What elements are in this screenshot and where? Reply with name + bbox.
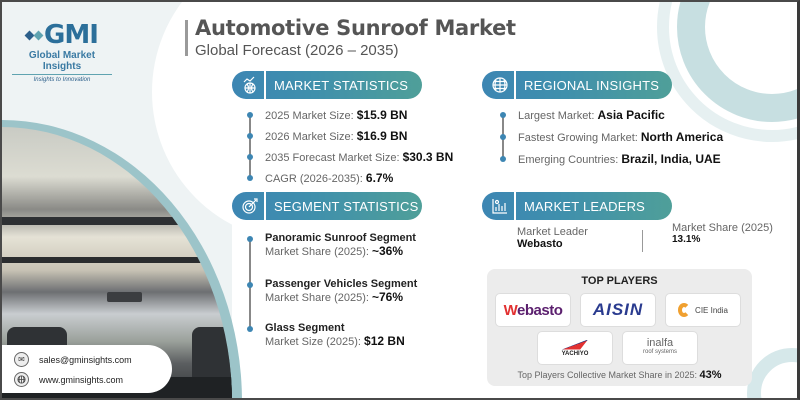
stat-item: CAGR (2026-2035): 6.7%: [247, 171, 453, 192]
market-leaders-header: MARKET LEADERS: [482, 192, 672, 220]
player-logo-webasto: Webasto: [495, 293, 571, 327]
market-share-value: 13.1%: [672, 234, 701, 245]
contact-panel: ✉ sales@gminsights.com www.gminsights.co…: [2, 345, 172, 393]
brand-name: Global Market Insights: [12, 50, 112, 75]
stat-item: 2025 Market Size: $15.9 BN: [247, 108, 453, 129]
player-logo-cie-india: CIE India: [665, 293, 741, 327]
email-icon: ✉: [14, 352, 29, 367]
globe-icon: [486, 71, 516, 99]
segment-item: Glass Segment Market Size (2025): $12 BN: [247, 322, 417, 362]
section-label: MARKET LEADERS: [524, 198, 646, 214]
top-players-title: TOP PLAYERS: [581, 275, 658, 287]
segment-item: Panoramic Sunroof Segment Market Share (…: [247, 232, 417, 278]
logo-text: GMI: [44, 20, 99, 50]
website-link[interactable]: www.gminsights.com: [14, 372, 123, 387]
stat-item: 2026 Market Size: $16.9 BN: [247, 129, 453, 150]
target-chart-icon: [236, 192, 266, 220]
regional-insights-header: REGIONAL INSIGHTS: [482, 71, 672, 99]
segment-statistics-list: Panoramic Sunroof Segment Market Share (…: [247, 232, 417, 362]
email-link[interactable]: ✉ sales@gminsights.com: [14, 352, 132, 367]
region-item: Fastest Growing Market: North America: [500, 130, 723, 152]
player-logo-aisin: AISIN: [580, 293, 656, 327]
player-logo-inalfa: inalfa roof systems: [622, 331, 698, 365]
region-item: Largest Market: Asia Pacific: [500, 108, 723, 130]
yachiyo-logo-icon: [561, 339, 588, 350]
segment-statistics-header: SEGMENT STATISTICS: [232, 192, 422, 220]
market-statistics-header: MARKET STATISTICS: [232, 71, 422, 99]
decorative-ring-bottom: [747, 348, 797, 398]
brand-tagline: Insights to Innovation: [33, 77, 91, 83]
leader-divider: [642, 230, 643, 252]
regional-insights-list: Largest Market: Asia Pacific Fastest Gro…: [500, 108, 723, 174]
market-leader: Market Leader Webasto: [517, 226, 588, 250]
globe-icon: [14, 372, 29, 387]
market-statistics-list: 2025 Market Size: $15.9 BN 2026 Market S…: [247, 108, 453, 192]
player-logo-yachiyo: YACHIYO: [537, 331, 613, 365]
collective-share: Top Players Collective Market Share in 2…: [517, 369, 722, 381]
bar-chart-icon: [486, 192, 516, 220]
market-share: Market Share (2025) 13.1%: [672, 222, 773, 245]
cie-logo-icon: [678, 303, 691, 317]
top-players-panel: TOP PLAYERS Webasto AISIN CIE India YACH…: [487, 269, 752, 386]
section-label: SEGMENT STATISTICS: [274, 198, 419, 214]
page-title: Automotive Sunroof Market: [195, 16, 516, 40]
section-label: REGIONAL INSIGHTS: [524, 77, 660, 93]
market-leader-value: Webasto: [517, 238, 563, 250]
title-divider: [185, 20, 188, 56]
gmi-logo: GMI Global Market Insights Insights to I…: [12, 20, 112, 83]
diamond-icon: [33, 30, 44, 40]
region-item: Emerging Countries: Brazil, India, UAE: [500, 152, 723, 174]
stat-item: 2035 Forecast Market Size: $30.3 BN: [247, 150, 453, 171]
segment-item: Passenger Vehicles Segment Market Share …: [247, 278, 417, 322]
page-subtitle: Global Forecast (2026 – 2035): [195, 42, 399, 59]
logo-mark: GMI: [12, 20, 112, 50]
globe-chart-icon: [236, 71, 266, 99]
section-label: MARKET STATISTICS: [274, 77, 409, 93]
